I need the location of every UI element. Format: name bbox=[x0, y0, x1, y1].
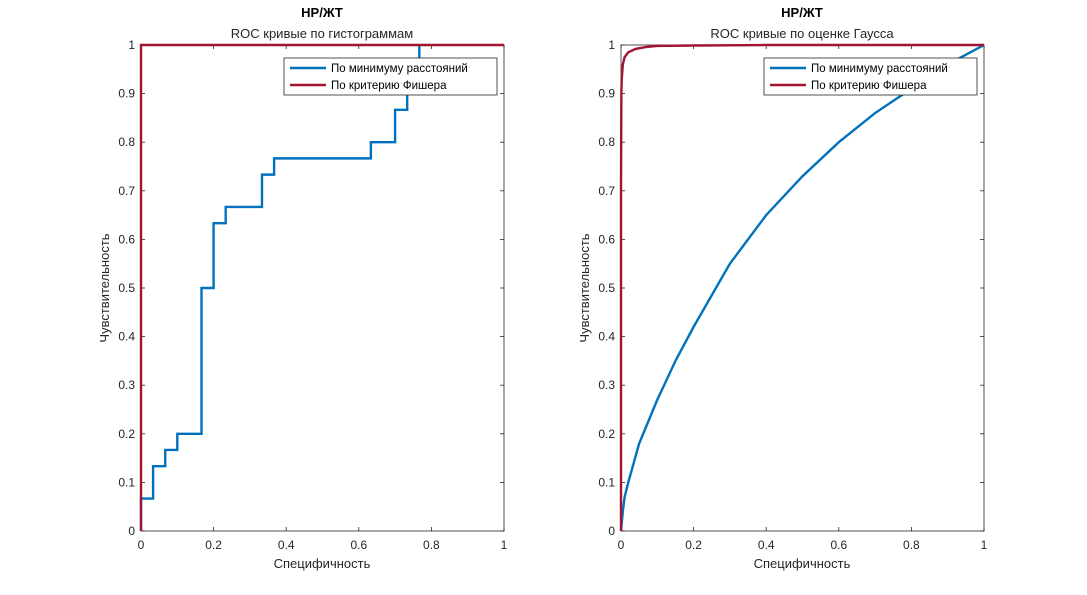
series-line-1 bbox=[619, 43, 984, 531]
y-tick-label: 1 bbox=[608, 38, 615, 52]
chart-title: НР/ЖТ bbox=[781, 5, 823, 20]
y-tick-label: 0.5 bbox=[598, 281, 615, 295]
x-tick-label: 0.2 bbox=[205, 538, 222, 552]
axes-box bbox=[140, 44, 505, 532]
y-tick-label: 0.2 bbox=[598, 427, 615, 441]
y-tick-label: 0.8 bbox=[118, 135, 135, 149]
x-tick-label: 0.2 bbox=[685, 538, 702, 552]
chart-title: НР/ЖТ bbox=[301, 5, 343, 20]
legend: По минимуму расстояний По критерию Фишера bbox=[283, 57, 498, 96]
legend: По минимуму расстояний По критерию Фишера bbox=[763, 57, 978, 96]
series-line-0 bbox=[619, 43, 985, 532]
x-axis-label: Специфичность bbox=[754, 556, 851, 571]
x-tick-label: 0 bbox=[138, 538, 145, 552]
y-tick-label: 0.7 bbox=[598, 184, 615, 198]
legend-label: По минимуму расстояний bbox=[331, 63, 468, 75]
y-tick-label: 0.2 bbox=[118, 427, 135, 441]
chart-subtitle: ROC кривые по оценке Гаусса bbox=[710, 26, 894, 41]
plot-area: 0 0.2 0.4 0.6 0.8 1 0 0.1 0.2 0.3 0.4 0.5 0.6 0.7 0.8 0… bbox=[118, 38, 507, 552]
legend-box bbox=[763, 57, 978, 96]
y-tick-label: 0.6 bbox=[598, 232, 615, 246]
y-tick-label: 0.4 bbox=[118, 330, 135, 344]
legend-box bbox=[283, 57, 498, 96]
x-axis-label: Специфичность bbox=[274, 556, 371, 571]
x-tick-label: 1 bbox=[981, 538, 988, 552]
y-tick-label: 0 bbox=[128, 524, 135, 538]
plot-area: 0 0.2 0.4 0.6 0.8 1 0 0.1 0.2 0.3 0.4 0.5 0.6 0.7 0.8 0… bbox=[598, 38, 987, 552]
chart-gauss: НР/ЖТ ROC кривые по оценке Гаусса Специф… bbox=[577, 5, 988, 571]
y-tick-label: 0.7 bbox=[118, 184, 135, 198]
y-tick-label: 1 bbox=[128, 38, 135, 52]
y-tick-label: 0.3 bbox=[598, 378, 615, 392]
y-tick-label: 0.9 bbox=[118, 87, 135, 101]
x-tick-label: 1 bbox=[501, 538, 508, 552]
y-tick-label: 0.9 bbox=[598, 87, 615, 101]
chart-subtitle: ROC кривые по гистограммам bbox=[231, 26, 414, 41]
y-axis-label: Чувствительность bbox=[97, 233, 112, 342]
series-line-0 bbox=[139, 45, 421, 531]
x-tick-label: 0.4 bbox=[758, 538, 775, 552]
legend-label: По минимуму расстояний bbox=[811, 63, 948, 75]
chart-histogram: НР/ЖТ ROC кривые по гистограммам Специфи… bbox=[97, 5, 508, 571]
y-tick-label: 0.6 bbox=[118, 232, 135, 246]
x-tick-label: 0 bbox=[618, 538, 625, 552]
y-tick-label: 0 bbox=[608, 524, 615, 538]
legend-label: По критерию Фишера bbox=[331, 80, 447, 92]
x-tick-label: 0.6 bbox=[830, 538, 847, 552]
y-axis-label: Чувствительность bbox=[577, 233, 592, 342]
series-line-1 bbox=[139, 43, 504, 531]
y-tick-label: 0.1 bbox=[118, 475, 135, 489]
y-tick-label: 0.3 bbox=[118, 378, 135, 392]
x-tick-label: 0.4 bbox=[278, 538, 295, 552]
x-tick-label: 0.8 bbox=[423, 538, 440, 552]
y-tick-label: 0.5 bbox=[118, 281, 135, 295]
y-tick-label: 0.4 bbox=[598, 330, 615, 344]
x-tick-label: 0.6 bbox=[350, 538, 367, 552]
x-tick-label: 0.8 bbox=[903, 538, 920, 552]
y-tick-label: 0.8 bbox=[598, 135, 615, 149]
legend-label: По критерию Фишера bbox=[811, 80, 927, 92]
y-tick-label: 0.1 bbox=[598, 475, 615, 489]
axes-box bbox=[620, 44, 985, 532]
